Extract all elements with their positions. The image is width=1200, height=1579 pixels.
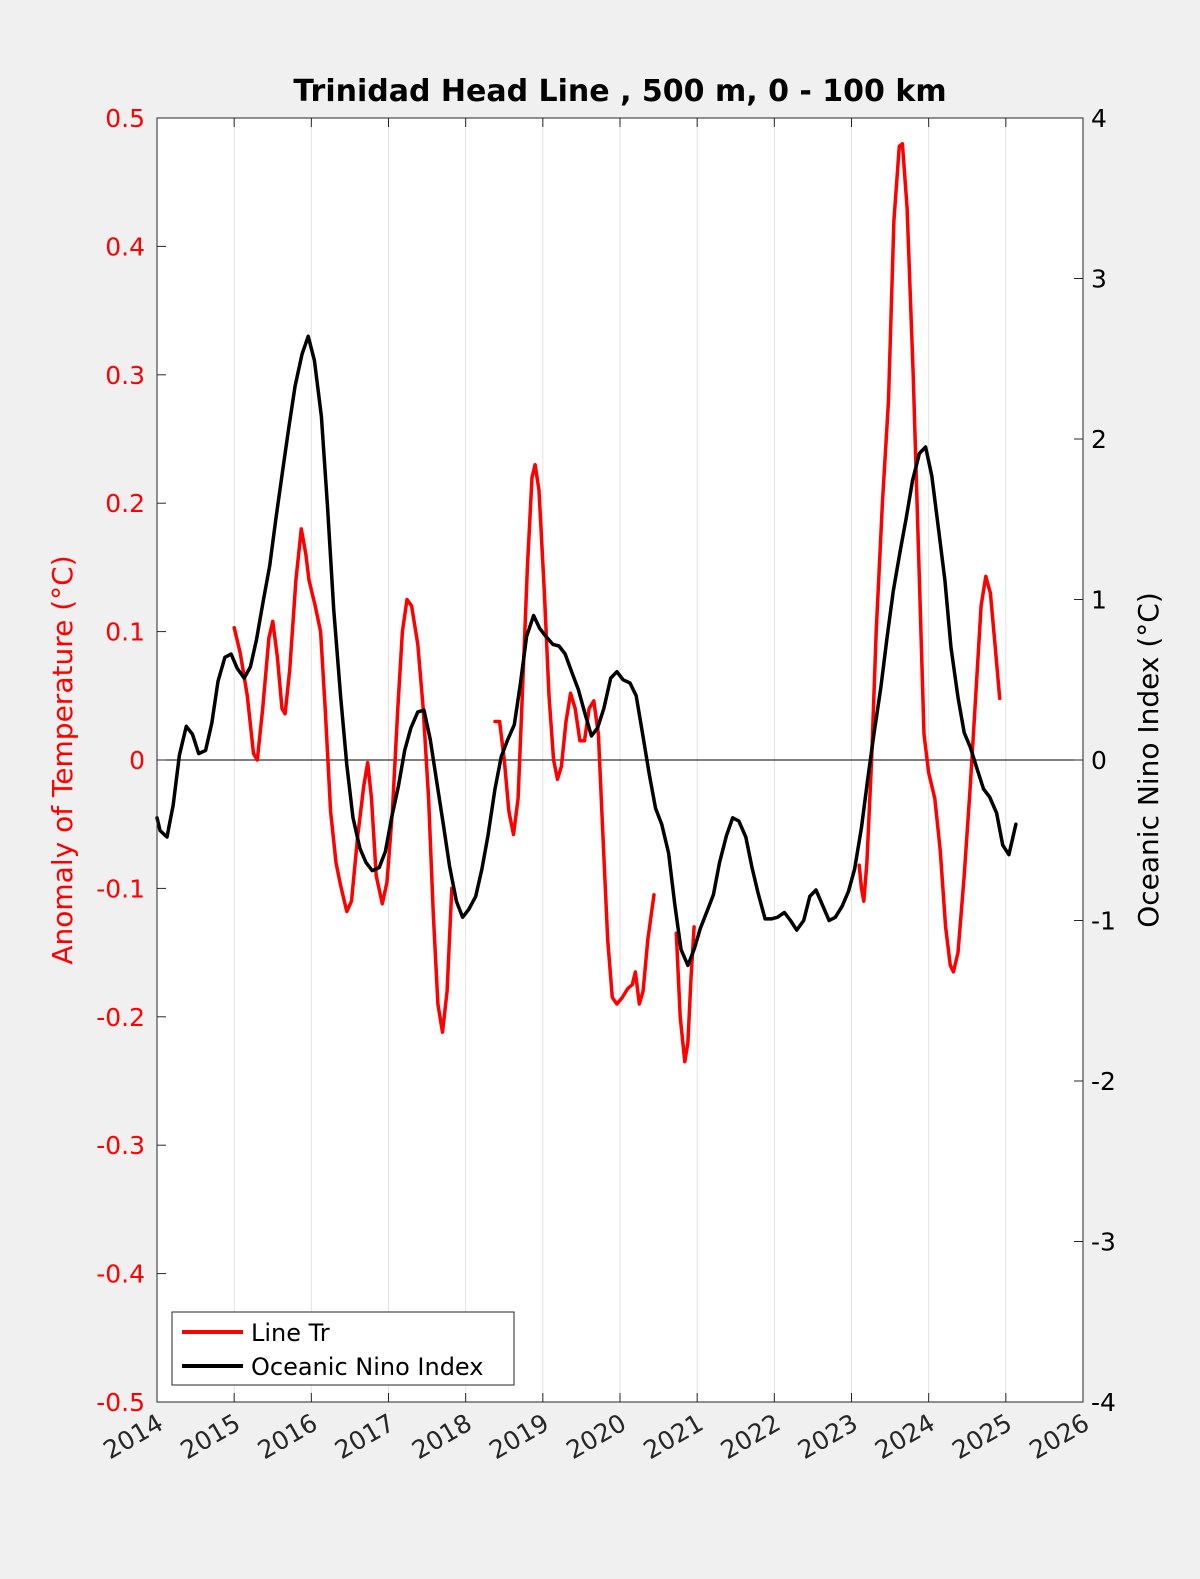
legend-label-oni: Oceanic Nino Index [251, 1353, 483, 1381]
y-axis-right-label: Oceanic Nino Index (°C) [1132, 592, 1165, 928]
series-line-tr [857, 141, 1002, 974]
x-tick-label: 2021 [639, 1408, 709, 1465]
y-left-tick-label: -0.2 [96, 1003, 145, 1032]
legend: Line Tr Oceanic Nino Index [171, 1311, 515, 1386]
x-tick-label: 2016 [253, 1408, 323, 1465]
y-right-tick-label: 4 [1091, 104, 1107, 133]
y-left-tick-label: 0.2 [105, 489, 145, 518]
x-tick-label: 2020 [561, 1408, 631, 1465]
y-left-tick-label: 0.1 [105, 618, 145, 647]
y-right-tick-label: -2 [1091, 1067, 1116, 1096]
x-tick-label: 2018 [407, 1408, 477, 1465]
legend-box [171, 1311, 515, 1386]
x-tick-label: 2024 [870, 1408, 940, 1465]
y-left-tick-label: -0.4 [96, 1260, 145, 1289]
legend-label-line-tr: Line Tr [251, 1319, 330, 1347]
x-tick-label: 2025 [947, 1408, 1017, 1465]
series-line-tr [493, 462, 656, 1006]
y-left-tick-label: 0.3 [105, 361, 145, 390]
y-right-tick-label: 3 [1091, 265, 1107, 294]
x-tick-label: 2022 [716, 1408, 786, 1465]
y-left-tick-label: 0 [129, 746, 145, 775]
y-left-tick-label: -0.3 [96, 1131, 145, 1160]
series-oceanic-nino-index [155, 334, 1018, 968]
x-tick-label: 2019 [484, 1408, 554, 1465]
y-right-tick-label: 0 [1091, 746, 1107, 775]
y-right-tick-label: 1 [1091, 586, 1107, 615]
series-line-tr [674, 925, 696, 1064]
x-tick-label: 2023 [793, 1408, 863, 1465]
y-left-tick-label: 0.5 [105, 104, 145, 133]
y-right-tick-label: -1 [1091, 907, 1116, 936]
y-left-tick-label: -0.1 [96, 874, 145, 903]
x-tick-label: 2015 [176, 1408, 246, 1465]
series-layer [155, 141, 1018, 1064]
x-tick-label: 2026 [1024, 1408, 1094, 1465]
y-right-tick-label: 2 [1091, 425, 1107, 454]
x-tick-label: 2017 [330, 1408, 400, 1465]
series-line-tr [232, 527, 454, 1034]
y-right-tick-label: -4 [1091, 1388, 1116, 1417]
y-right-tick-label: -3 [1091, 1228, 1116, 1257]
chart-title: Trinidad Head Line , 500 m, 0 - 100 km [293, 74, 946, 109]
y-left-tick-label: 0.4 [105, 232, 145, 261]
y-left-tick-label: -0.5 [96, 1388, 145, 1417]
y-axis-left-label: Anomaly of Temperature (°C) [46, 555, 79, 964]
